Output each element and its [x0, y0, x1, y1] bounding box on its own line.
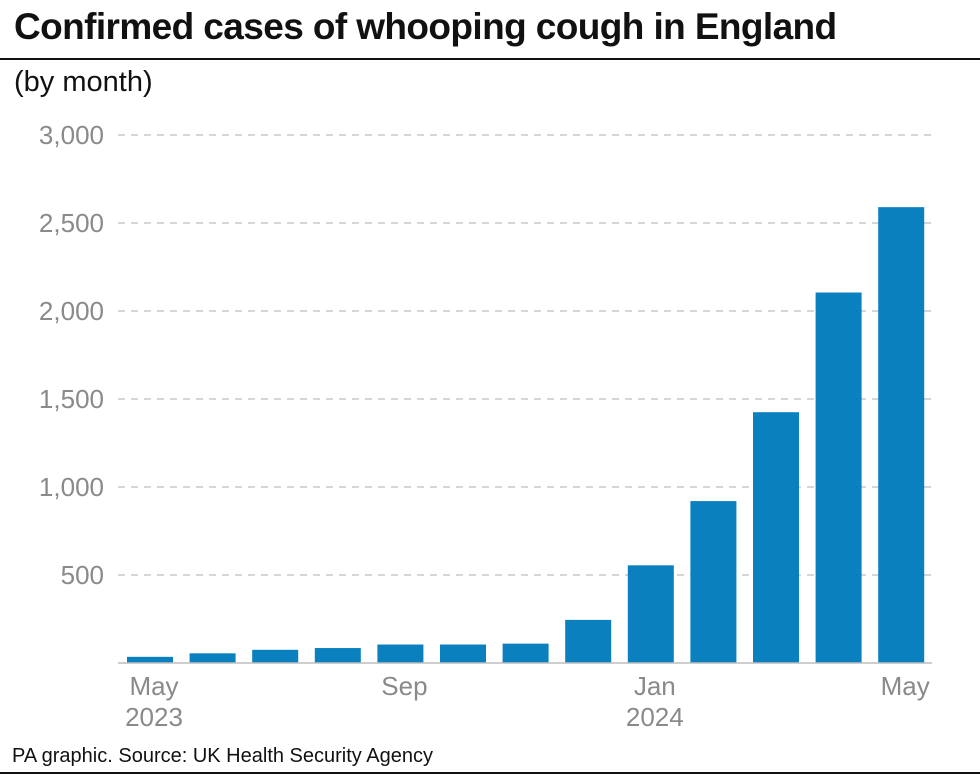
bar — [127, 656, 173, 663]
y-tick-label: 1,500 — [39, 384, 104, 414]
x-tick-label: May — [881, 671, 930, 701]
y-tick-label: 500 — [61, 560, 104, 590]
bar — [252, 649, 299, 663]
gridlines — [118, 134, 932, 576]
x-tick-label: Jan — [634, 671, 676, 701]
footer-rule — [0, 772, 980, 774]
bar — [377, 644, 424, 663]
bar — [690, 501, 737, 663]
source-note: PA graphic. Source: UK Health Security A… — [12, 745, 433, 767]
bar — [440, 644, 486, 663]
x-tick-label: 2023 — [125, 702, 183, 732]
bar — [815, 292, 862, 663]
bars — [127, 207, 925, 663]
y-tick-label: 2,500 — [39, 208, 104, 238]
title-rule — [0, 58, 980, 60]
y-tick-label: 1,000 — [39, 472, 104, 502]
y-axis-ticks: 500 1,000 1,500 2,000 2,500 3,000 — [39, 120, 104, 590]
bar — [878, 207, 925, 663]
chart-subtitle: (by month) — [14, 66, 153, 98]
bar — [502, 643, 549, 663]
y-tick-label: 3,000 — [39, 120, 104, 150]
bar — [753, 412, 799, 663]
bar — [565, 619, 612, 663]
y-tick-label: 2,000 — [39, 296, 104, 326]
bar — [314, 648, 361, 663]
x-tick-label: 2024 — [626, 702, 684, 732]
bar — [627, 565, 674, 663]
bar — [189, 653, 236, 663]
x-tick-label: May — [129, 671, 178, 701]
chart-title: Confirmed cases of whooping cough in Eng… — [14, 6, 837, 47]
x-tick-label: Sep — [381, 671, 427, 701]
